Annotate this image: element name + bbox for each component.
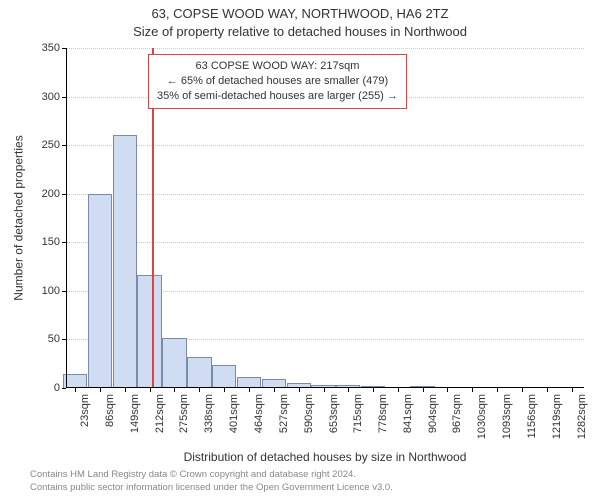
histogram-bar <box>88 194 112 388</box>
x-tick-mark <box>199 388 200 392</box>
x-tick-mark <box>150 388 151 392</box>
y-tick-mark <box>62 48 66 49</box>
histogram-bar <box>162 338 186 388</box>
annotation-line-2: ← 65% of detached houses are smaller (47… <box>157 74 398 89</box>
x-tick-mark <box>472 388 473 392</box>
x-tick-mark <box>522 388 523 392</box>
footer-line-2: Contains public sector information licen… <box>30 482 393 494</box>
x-tick-label: 338sqm <box>203 394 215 433</box>
footer-line-1: Contains HM Land Registry data © Crown c… <box>30 469 393 481</box>
x-tick-label: 1156sqm <box>526 394 538 438</box>
y-tick-mark <box>62 145 66 146</box>
x-tick-label: 1219sqm <box>551 394 563 439</box>
footer-attribution: Contains HM Land Registry data © Crown c… <box>30 469 393 494</box>
x-tick-mark <box>348 388 349 392</box>
x-tick-mark <box>547 388 548 392</box>
y-tick-mark <box>62 339 66 340</box>
x-tick-label: 527sqm <box>278 394 290 433</box>
x-tick-mark <box>100 388 101 392</box>
x-tick-mark <box>497 388 498 392</box>
chart-title-subtitle: Size of property relative to detached ho… <box>0 24 600 39</box>
chart-container: { "title_line1": "63, COPSE WOOD WAY, NO… <box>0 0 600 500</box>
x-tick-mark <box>398 388 399 392</box>
plot-area: 050100150200250300350 23sqm86sqm149sqm21… <box>66 48 584 388</box>
y-tick-mark <box>62 97 66 98</box>
annotation-box: 63 COPSE WOOD WAY: 217sqm ← 65% of detac… <box>148 54 407 109</box>
y-tick-mark <box>62 388 66 389</box>
x-tick-label: 1282sqm <box>576 394 588 439</box>
x-tick-label: 1030sqm <box>476 394 488 439</box>
annotation-line-3: 35% of semi-detached houses are larger (… <box>157 89 398 104</box>
x-axis-line <box>66 387 584 388</box>
x-tick-mark <box>447 388 448 392</box>
x-tick-label: 86sqm <box>104 394 116 427</box>
x-tick-mark <box>174 388 175 392</box>
x-axis-label: Distribution of detached houses by size … <box>66 450 584 464</box>
histogram-bar <box>212 365 236 388</box>
y-axis-line <box>66 48 67 388</box>
x-tick-label: 401sqm <box>228 394 240 433</box>
x-tick-mark <box>274 388 275 392</box>
x-tick-mark <box>299 388 300 392</box>
chart-title-address: 63, COPSE WOOD WAY, NORTHWOOD, HA6 2TZ <box>0 6 600 21</box>
x-tick-label: 841sqm <box>402 394 414 433</box>
x-tick-mark <box>324 388 325 392</box>
x-tick-label: 1093sqm <box>501 394 513 439</box>
y-tick-mark <box>62 242 66 243</box>
x-tick-label: 464sqm <box>253 394 265 433</box>
histogram-bar <box>137 275 161 388</box>
x-tick-label: 23sqm <box>79 394 91 427</box>
x-tick-mark <box>572 388 573 392</box>
x-tick-mark <box>75 388 76 392</box>
x-tick-label: 967sqm <box>451 394 463 433</box>
histogram-bar <box>113 135 137 388</box>
x-tick-label: 212sqm <box>154 394 166 433</box>
x-tick-mark <box>373 388 374 392</box>
x-tick-label: 715sqm <box>352 394 364 433</box>
x-tick-label: 653sqm <box>328 394 340 433</box>
x-tick-mark <box>224 388 225 392</box>
y-tick-mark <box>62 194 66 195</box>
y-axis-label-text: Number of detached properties <box>12 135 26 300</box>
x-tick-label: 904sqm <box>427 394 439 433</box>
x-tick-mark <box>249 388 250 392</box>
x-tick-mark <box>125 388 126 392</box>
x-tick-label: 149sqm <box>129 394 141 433</box>
y-axis-label: Number of detached properties <box>12 48 26 388</box>
histogram-bar <box>187 357 211 388</box>
x-tick-label: 590sqm <box>303 394 315 433</box>
y-tick-mark <box>62 291 66 292</box>
x-tick-label: 275sqm <box>178 394 190 433</box>
x-tick-mark <box>423 388 424 392</box>
annotation-line-1: 63 COPSE WOOD WAY: 217sqm <box>157 59 398 74</box>
x-tick-label: 778sqm <box>377 394 389 433</box>
